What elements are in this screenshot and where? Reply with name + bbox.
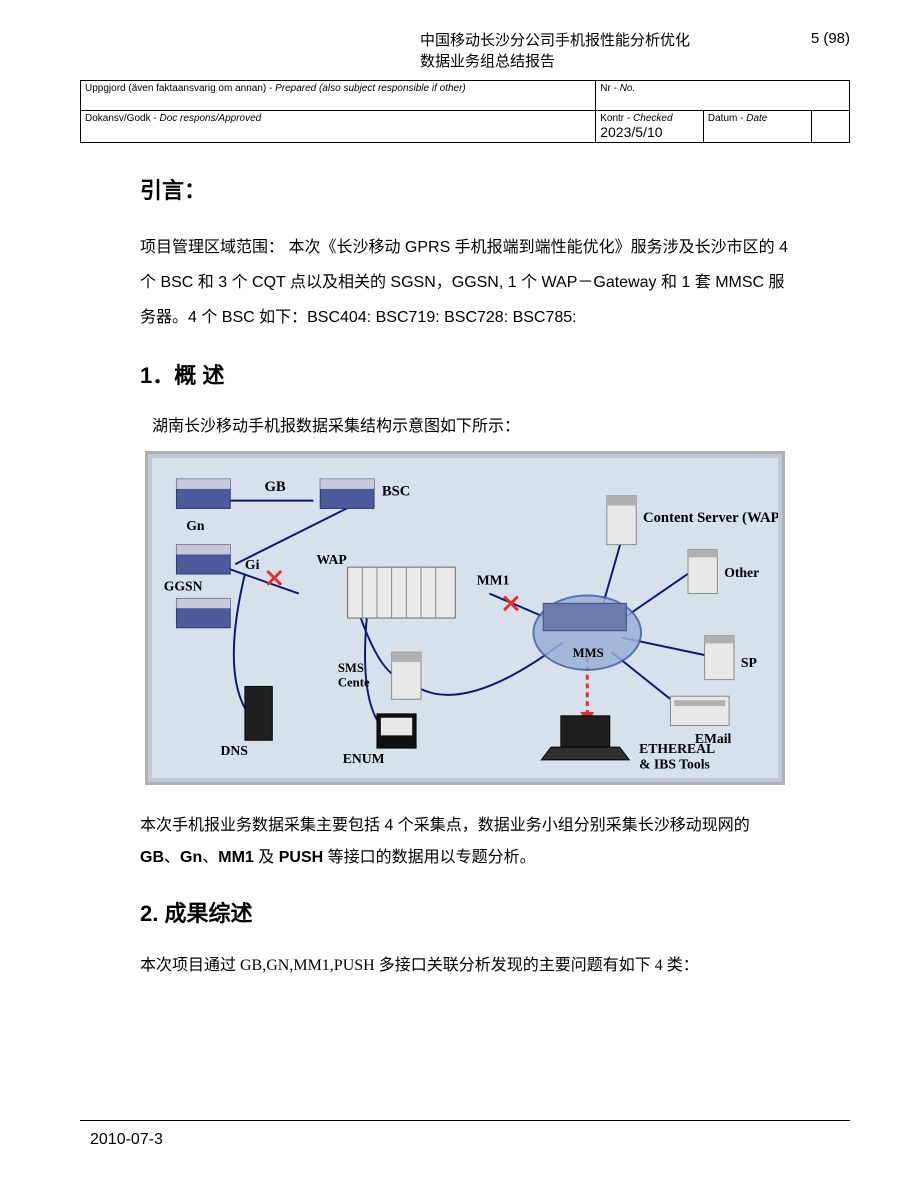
title-line-2: 数据业务组总结报告 [420, 53, 555, 70]
node-sms [392, 652, 421, 699]
node-dns [245, 686, 272, 740]
node-ggsn [176, 544, 230, 573]
meta-prepared-label: Uppgjord (även faktaansvarig om annan) - [85, 83, 275, 94]
label-gi: Gi [245, 557, 260, 572]
document-header: 中国移动长沙分公司手机报性能分析优化 数据业务组总结报告 5 (98) [420, 30, 850, 72]
meta-empty-cell [811, 111, 849, 143]
page-number: 5 (98) [811, 30, 850, 47]
section-1-caption: 湖南长沙移动手机报数据采集结构示意图如下所示： [152, 412, 790, 436]
label-sms-2: Cente [338, 675, 370, 689]
meta-datum-label-it: Date [746, 113, 767, 124]
node-wap-rack [348, 567, 456, 618]
label-sp: SP [741, 654, 757, 669]
node-bsc [320, 479, 374, 508]
label-other: Other [724, 564, 759, 579]
label-wap: WAP [316, 552, 346, 567]
meta-nr-label: Nr - [600, 83, 619, 94]
label-gn: Gn [186, 518, 205, 533]
meta-approved-cell: Dokansv/Godk - Doc respons/Approved [81, 111, 596, 143]
meta-checked-value: 2023/5/10 [600, 124, 662, 140]
document-meta-table: Uppgjord (även faktaansvarig om annan) -… [80, 80, 850, 143]
label-mms: MMS [573, 646, 604, 660]
label-content: Content Server (WAP ISP) [643, 510, 778, 526]
label-gb: GB [264, 478, 285, 494]
section-1-body: 本次手机报业务数据采集主要包括 4 个采集点，数据业务小组分别采集长沙移动现网的… [140, 810, 790, 874]
meta-checked-label: Kontr - [600, 113, 633, 124]
meta-checked-cell: Kontr - Checked 2023/5/10 [596, 111, 704, 143]
label-ethereal-2: & IBS Tools [639, 756, 710, 771]
section-1-heading: 1．概 述 [140, 358, 790, 390]
label-sms-1: SMS [338, 660, 364, 674]
node-router-1 [176, 479, 230, 508]
label-bsc: BSC [382, 483, 411, 499]
meta-nr-label-it: No. [620, 83, 636, 94]
meta-checked-label-it: Checked [633, 113, 672, 124]
meta-prepared-cell: Uppgjord (även faktaansvarig om annan) -… [81, 81, 596, 111]
node-content-server [607, 495, 636, 544]
node-router-2 [176, 598, 230, 627]
document-content: 引言： 项目管理区域范围： 本次《长沙移动 GPRS 手机报端到端性能优化》服务… [80, 173, 850, 982]
label-enum: ENUM [343, 750, 385, 765]
intro-body: 项目管理区域范围： 本次《长沙移动 GPRS 手机报端到端性能优化》服务涉及长沙… [140, 230, 790, 336]
node-enum [377, 713, 416, 747]
footer-divider [80, 1120, 850, 1121]
node-sp [705, 635, 734, 679]
document-title: 中国移动长沙分公司手机报性能分析优化 数据业务组总结报告 [420, 30, 793, 72]
network-diagram-frame: GB BSC Gn GGSN Gi WAP [145, 451, 785, 785]
label-mm1: MM1 [477, 572, 510, 587]
node-email [670, 696, 729, 725]
label-ethereal-1: ETHEREAL [639, 741, 715, 756]
meta-datum-label: Datum - [708, 113, 746, 124]
meta-nr-cell: Nr - No. [596, 81, 850, 111]
label-dns: DNS [220, 743, 248, 758]
meta-prepared-label-it: Prepared (also subject responsible if ot… [275, 83, 466, 94]
title-line-1: 中国移动长沙分公司手机报性能分析优化 [420, 32, 690, 49]
section-2-heading: 2. 成果综述 [140, 896, 790, 928]
intro-heading: 引言： [140, 173, 790, 205]
label-ggsn: GGSN [164, 578, 203, 593]
node-other [688, 549, 717, 593]
meta-approved-label-it: Doc respons/Approved [159, 113, 261, 124]
meta-datum-cell: Datum - Date [703, 111, 811, 143]
meta-approved-label: Dokansv/Godk - [85, 113, 159, 124]
footer-date: 2010-07-3 [90, 1131, 163, 1149]
section-2-body: 本次项目通过 GB,GN,MM1,PUSH 多接口关联分析发现的主要问题有如下 … [140, 950, 790, 982]
network-diagram: GB BSC Gn GGSN Gi WAP [152, 458, 778, 778]
